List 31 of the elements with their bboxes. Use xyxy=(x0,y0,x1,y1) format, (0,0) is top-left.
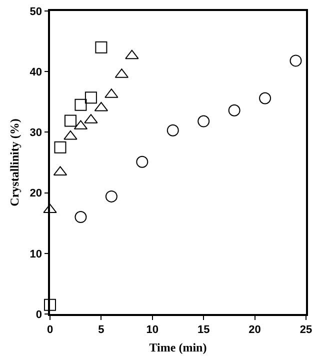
point xyxy=(125,50,139,60)
point xyxy=(64,114,76,127)
point xyxy=(44,298,56,311)
y-axis-title: Crystallinity (%) xyxy=(8,118,22,206)
x-tick-label: 5 xyxy=(98,324,104,336)
point xyxy=(105,190,118,202)
y-tick-label: 0 xyxy=(36,308,42,321)
point xyxy=(54,141,66,154)
point xyxy=(136,156,148,168)
y-tick-label: 50 xyxy=(30,6,42,18)
x-axis-title: Time (min) xyxy=(149,340,207,354)
y-tick-label: 10 xyxy=(30,248,42,260)
point xyxy=(166,124,179,136)
x-tick-label: 0 xyxy=(46,324,54,336)
x-tick-label: 20 xyxy=(248,324,261,336)
x-tick-label: 10 xyxy=(146,324,159,336)
point xyxy=(74,98,87,111)
point xyxy=(74,211,87,224)
point xyxy=(290,54,302,67)
x-tick-label: 25 xyxy=(300,324,312,336)
point xyxy=(84,92,97,104)
point xyxy=(228,104,240,116)
point xyxy=(259,92,272,104)
y-tick-label: 30 xyxy=(30,127,42,140)
point xyxy=(43,204,57,214)
point xyxy=(64,130,78,140)
y-tick-label: 40 xyxy=(30,66,42,78)
point xyxy=(198,115,210,128)
y-tick-label: 20 xyxy=(30,188,42,200)
x-tick-label: 15 xyxy=(197,324,210,336)
point xyxy=(95,41,108,54)
